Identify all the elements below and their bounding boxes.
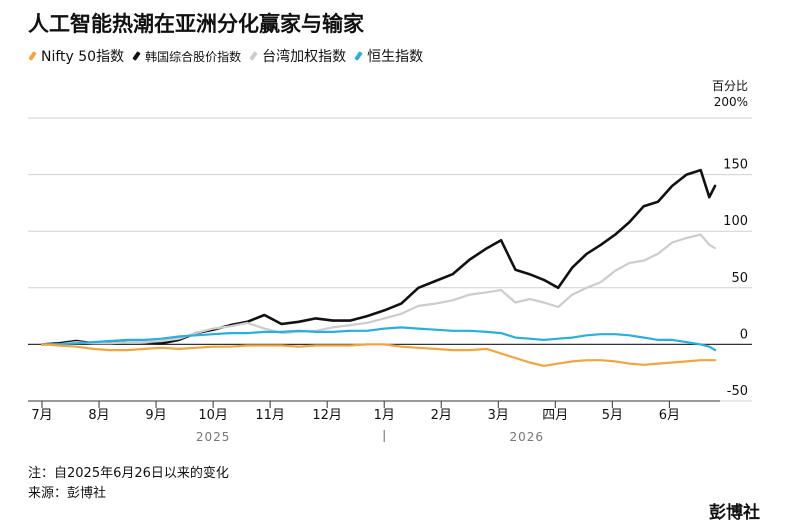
- x-tick-label: 8月: [88, 408, 109, 423]
- year-label: 2026: [510, 430, 545, 444]
- x-tick-label: 12月: [312, 408, 342, 423]
- y-tick-label: 150: [723, 158, 748, 173]
- legend-item-hsi: 恒生指数: [354, 46, 423, 66]
- x-tick-label: 7月: [31, 408, 52, 423]
- y-tick-label: 0: [740, 327, 748, 342]
- legend-label-taiex: 台湾加权指数: [262, 49, 347, 65]
- x-tick-label: 四月: [542, 408, 568, 423]
- x-tick-label: 6月: [659, 408, 680, 423]
- legend-item-kospi: 韩国综合股价指数: [132, 48, 241, 65]
- chart-title: 人工智能热潮在亚洲分化赢家与输家: [28, 12, 364, 36]
- y-axis-unit-label: 百分比: [711, 79, 748, 93]
- legend-label-kospi: 韩国综合股价指数: [145, 49, 242, 64]
- year-label: 2025: [196, 430, 231, 444]
- y-axis-top-tick: 200%: [713, 95, 748, 109]
- x-tick-label: 9月: [145, 408, 166, 423]
- x-tick-label: 3月: [488, 408, 509, 423]
- legend-item-nifty: Nifty 50指数: [28, 46, 124, 66]
- y-tick-label: 50: [731, 271, 748, 286]
- legend-label-nifty: Nifty 50指数: [41, 49, 125, 65]
- y-tick-label: 100: [723, 214, 748, 229]
- series-line-1: [40, 168, 717, 346]
- brand-logo-text: 彭博社: [709, 503, 760, 523]
- legend: Nifty 50指数 韩国综合股价指数 台湾加权指数 恒生指数: [28, 46, 431, 66]
- x-tick-label: 10月: [198, 408, 228, 423]
- x-tick-label: 11月: [255, 408, 285, 423]
- x-tick-label: 2月: [431, 408, 452, 423]
- x-tick-label: 1月: [374, 408, 395, 423]
- series-line-4: [40, 343, 717, 367]
- x-tick-label: 5月: [602, 408, 623, 423]
- series-line-3: [40, 326, 717, 352]
- series-line-2: [40, 233, 717, 346]
- legend-label-hsi: 恒生指数: [367, 49, 424, 65]
- source-note: 来源：彭博社: [28, 486, 107, 501]
- legend-item-taiex: 台湾加权指数: [249, 46, 346, 66]
- y-axis-unit: 百分比 200%: [712, 78, 748, 110]
- footnote: 注：自2025年6月26日以来的变化: [28, 466, 229, 481]
- y-tick-label: -50: [727, 384, 748, 399]
